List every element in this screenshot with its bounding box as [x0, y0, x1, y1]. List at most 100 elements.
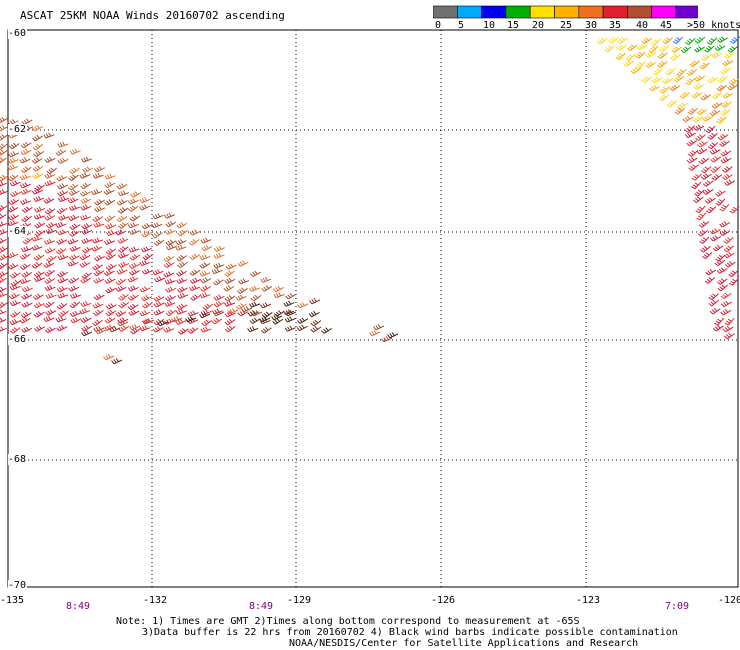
wind-barb — [34, 206, 46, 213]
wind-barb — [31, 235, 43, 242]
wind-barb — [44, 172, 56, 179]
wind-barb — [616, 44, 628, 51]
wind-barb — [199, 292, 211, 299]
wind-barb — [44, 180, 56, 187]
wind-barb — [79, 261, 91, 268]
wind-barb — [656, 61, 668, 68]
wind-barb — [0, 134, 8, 141]
wind-barb — [104, 324, 116, 331]
wind-barb — [44, 269, 55, 277]
wind-barb — [224, 325, 236, 333]
wind-barb — [728, 278, 739, 286]
wind-barb — [702, 251, 713, 260]
legend-swatch — [651, 5, 677, 19]
wind-barb — [716, 36, 728, 43]
wind-barb — [645, 51, 657, 58]
wind-barb — [116, 215, 128, 223]
wind-barb — [7, 174, 19, 182]
legend-label: 35 — [609, 20, 622, 31]
wind-barb — [69, 223, 81, 230]
wind-barb — [177, 229, 188, 237]
wind-barb — [177, 292, 189, 299]
wind-barb — [70, 292, 82, 299]
wind-barb — [171, 316, 183, 323]
wind-barb — [373, 324, 385, 331]
wind-barb — [153, 295, 165, 302]
wind-barb — [31, 244, 43, 251]
wind-barb — [9, 284, 21, 291]
wind-barb — [69, 148, 81, 155]
wind-barb — [21, 271, 33, 278]
legend-label: 30 — [585, 20, 598, 31]
wind-barb — [707, 37, 718, 45]
wind-barb — [720, 150, 732, 157]
lon-label-132: -132 — [143, 595, 168, 606]
wind-barb — [56, 325, 68, 332]
wind-barb — [0, 189, 9, 195]
wind-barb — [140, 246, 152, 253]
wind-barb — [105, 248, 117, 255]
wind-barb — [707, 76, 718, 84]
wind-barb — [662, 77, 674, 84]
lon-label-120: -120 — [718, 595, 740, 606]
wind-barb — [273, 285, 285, 293]
wind-barb — [128, 228, 140, 235]
wind-barb — [699, 62, 710, 70]
wind-barb — [116, 183, 128, 190]
wind-barb — [694, 189, 705, 197]
wind-barb — [127, 303, 139, 311]
wind-barb — [202, 303, 214, 311]
wind-barb — [716, 84, 728, 92]
wind-barb — [261, 311, 273, 319]
wind-barb — [117, 207, 129, 214]
wind-barb — [141, 231, 153, 238]
wind-barb — [677, 102, 688, 109]
wind-barb — [68, 277, 80, 284]
wind-barb — [118, 246, 129, 253]
wind-barb — [224, 311, 236, 318]
wind-barb — [666, 100, 678, 108]
wind-barb — [686, 157, 698, 164]
wind-barb — [717, 284, 729, 292]
wind-barb — [0, 246, 9, 253]
wind-barb — [723, 236, 734, 244]
wind-barb — [727, 46, 738, 53]
wind-barb — [139, 325, 151, 332]
wind-barb — [68, 254, 80, 261]
wind-barb — [44, 277, 56, 285]
wind-barb — [21, 246, 33, 253]
wind-barb — [189, 269, 201, 276]
wind-barb — [310, 326, 322, 333]
wind-barb — [69, 245, 81, 252]
legend-label: 45 — [660, 20, 673, 31]
wind-barb — [43, 238, 56, 245]
wind-barb — [141, 268, 153, 275]
wind-barb — [10, 190, 22, 198]
wind-barb — [33, 150, 45, 158]
wind-barb — [213, 279, 224, 286]
wind-barb — [58, 214, 70, 221]
wind-barb — [151, 231, 163, 239]
wind-barb — [0, 116, 8, 124]
wind-barb — [709, 307, 721, 315]
wind-barb — [56, 286, 68, 293]
wind-barb — [32, 172, 44, 180]
lat-label-68: -68 — [8, 454, 28, 465]
wind-barb — [21, 301, 33, 308]
wind-barb — [44, 284, 56, 291]
wind-barb — [117, 320, 129, 327]
wind-barb — [700, 166, 712, 174]
wind-barb — [695, 134, 706, 141]
wind-barb — [34, 184, 45, 191]
wind-barb — [69, 310, 81, 317]
wind-barb — [67, 183, 79, 191]
wind-barb — [369, 330, 381, 337]
wind-barb — [308, 310, 320, 318]
wind-barb — [189, 229, 201, 236]
wind-barb — [696, 108, 708, 116]
wind-barb — [43, 132, 55, 139]
wind-barb — [627, 44, 638, 52]
wind-barb — [0, 286, 7, 293]
lat-label-60: -60 — [8, 28, 28, 39]
wind-barb — [674, 107, 685, 115]
